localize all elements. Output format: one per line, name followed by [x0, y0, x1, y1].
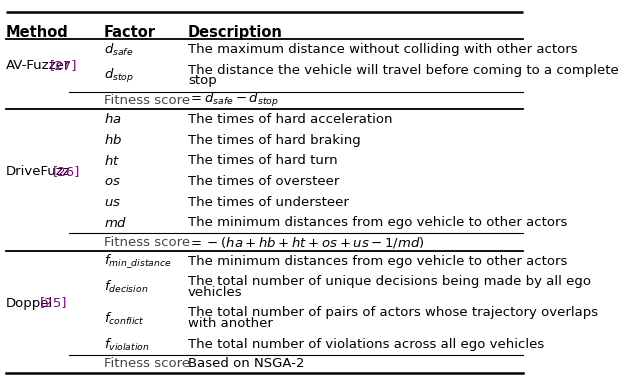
Text: $us$: $us$ [104, 196, 120, 209]
Text: The distance the vehicle will travel before coming to a complete: The distance the vehicle will travel bef… [188, 64, 619, 77]
Text: Fitness score: Fitness score [104, 94, 189, 107]
Text: $f_{min\_distance}$: $f_{min\_distance}$ [104, 252, 172, 270]
Text: Fitness score: Fitness score [104, 357, 189, 370]
Text: $ha$: $ha$ [104, 112, 121, 126]
Text: $ht$: $ht$ [104, 154, 120, 168]
Text: The times of hard acceleration: The times of hard acceleration [188, 113, 392, 126]
Text: stop: stop [188, 74, 217, 87]
Text: The times of hard turn: The times of hard turn [188, 154, 338, 167]
Text: [25]: [25] [40, 296, 67, 309]
Text: The total number of violations across all ego vehicles: The total number of violations across al… [188, 338, 544, 351]
Text: The maximum distance without colliding with other actors: The maximum distance without colliding w… [188, 43, 578, 56]
Text: The total number of unique decisions being made by all ego: The total number of unique decisions bei… [188, 275, 591, 288]
Text: The minimum distances from ego vehicle to other actors: The minimum distances from ego vehicle t… [188, 216, 568, 229]
Text: $f_{decision}$: $f_{decision}$ [104, 279, 148, 295]
Text: Method: Method [6, 26, 68, 40]
Text: $md$: $md$ [104, 216, 127, 230]
Text: DriveFuzz: DriveFuzz [6, 165, 71, 178]
Text: $d_{safe}$: $d_{safe}$ [104, 42, 133, 58]
Text: The times of hard braking: The times of hard braking [188, 134, 361, 147]
Text: vehicles: vehicles [188, 286, 243, 299]
Text: $os$: $os$ [104, 175, 120, 188]
Text: $f_{violation}$: $f_{violation}$ [104, 337, 149, 353]
Text: Based on NSGA-2: Based on NSGA-2 [188, 357, 305, 370]
Text: $= -(ha + hb + ht + os + us - 1/md)$: $= -(ha + hb + ht + os + us - 1/md)$ [188, 235, 424, 250]
Text: The times of oversteer: The times of oversteer [188, 175, 339, 188]
Text: $d_{stop}$: $d_{stop}$ [104, 67, 134, 85]
Text: with another: with another [188, 317, 273, 330]
Text: $= d_{safe} - d_{stop}$: $= d_{safe} - d_{stop}$ [188, 91, 279, 109]
Text: The times of understeer: The times of understeer [188, 196, 349, 209]
Text: The minimum distances from ego vehicle to other actors: The minimum distances from ego vehicle t… [188, 255, 568, 267]
Text: [26]: [26] [53, 165, 80, 178]
Text: Description: Description [188, 26, 283, 40]
Text: Factor: Factor [104, 26, 156, 40]
Text: The total number of pairs of actors whose trajectory overlaps: The total number of pairs of actors whos… [188, 306, 598, 319]
Text: $hb$: $hb$ [104, 133, 122, 147]
Text: Fitness score: Fitness score [104, 235, 189, 248]
Text: AV-Fuzzer: AV-Fuzzer [6, 59, 70, 72]
Text: $f_{conflict}$: $f_{conflict}$ [104, 311, 145, 327]
Text: Doppel: Doppel [6, 296, 53, 309]
Text: [27]: [27] [50, 59, 77, 72]
